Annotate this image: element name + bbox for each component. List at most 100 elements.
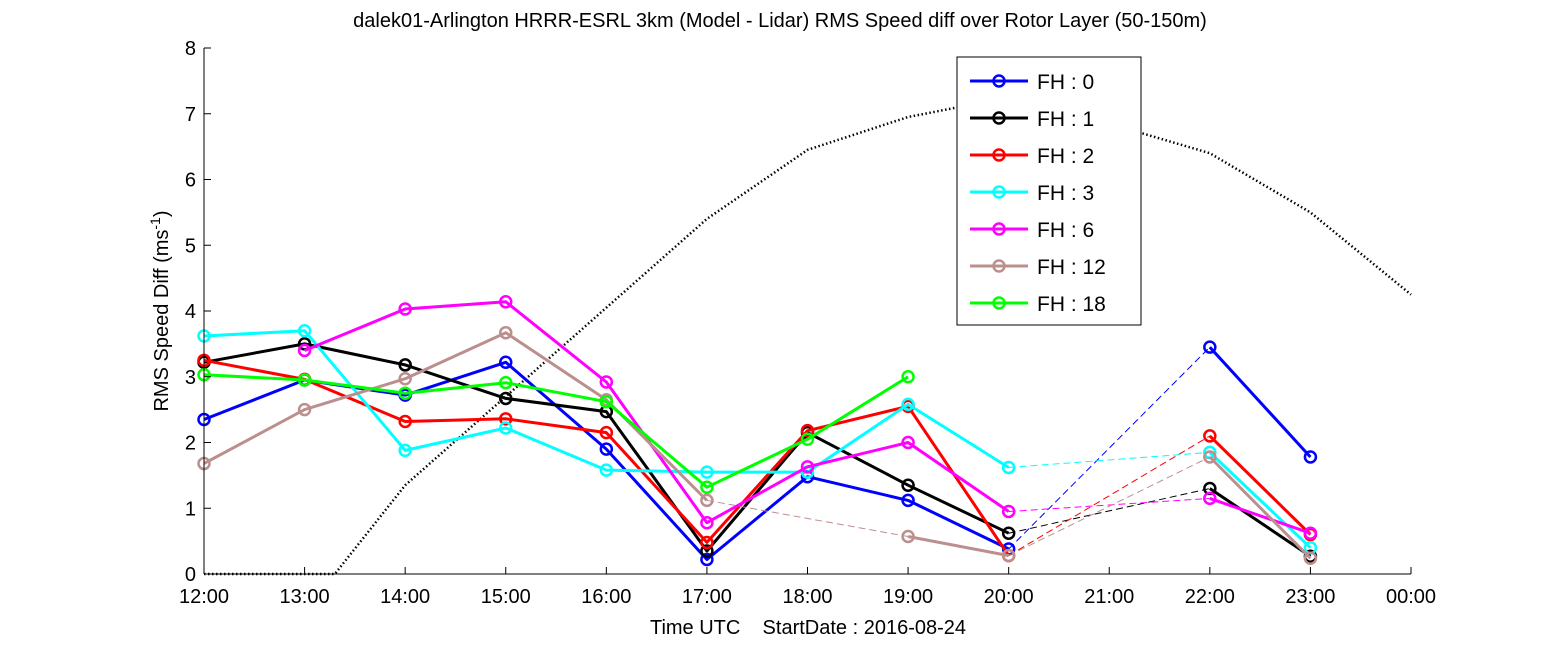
data-point-marker — [901, 529, 915, 544]
x-tick-label: 19:00 — [883, 586, 933, 608]
series-gap-dashed-line — [1008, 346, 1211, 550]
series-line — [1208, 487, 1312, 558]
axes-box — [204, 48, 1411, 574]
y-axis-label-sup: -1 — [147, 217, 163, 230]
data-point-marker — [398, 443, 412, 458]
x-ticks: 12:00 13:00 14:00 15:00 16:00 17:00 18:00 19:00… — [179, 567, 1436, 608]
data-point-marker — [1001, 526, 1016, 540]
data-point-marker — [1303, 526, 1318, 540]
data-point-marker — [499, 391, 513, 406]
legend-entry-fh-0: FH : 0 — [970, 71, 1094, 94]
data-point-marker — [1303, 551, 1318, 565]
legend-entry-fh-2: FH : 2 — [970, 145, 1094, 168]
data-point-marker — [800, 423, 815, 438]
series-line — [1208, 455, 1312, 560]
series-gap-dashed-line — [1008, 456, 1211, 557]
legend-entry-fh-3: FH : 3 — [970, 182, 1094, 205]
y-ticks: 0 1 2 3 4 5 6 7 8 — [185, 38, 211, 586]
series-line — [1208, 434, 1312, 536]
plot-area: 12:00 13:00 14:00 15:00 16:00 17:00 18:00 19:00… — [179, 38, 1436, 608]
data-point-marker — [297, 402, 312, 417]
legend-label: FH : 12 — [1037, 256, 1106, 279]
series-line — [203, 329, 1010, 474]
data-point-marker — [1303, 450, 1318, 464]
y-tick-label: 7 — [185, 104, 196, 126]
data-point-marker — [800, 460, 815, 474]
legend-label: FH : 0 — [1037, 71, 1094, 94]
series-gap-dashed-line — [706, 499, 909, 538]
data-point-marker — [599, 442, 614, 456]
data-point-marker — [398, 371, 412, 386]
x-tick-label: 17:00 — [682, 586, 732, 608]
x-tick-label: 22:00 — [1185, 586, 1235, 608]
x-tick-label: 12:00 — [179, 586, 229, 608]
legend-swatch-marker — [992, 222, 1006, 236]
x-tick-label: 21:00 — [1084, 586, 1134, 608]
chart-title: dalek01-Arlington HRRR-ESRL 3km (Model -… — [353, 10, 1207, 32]
legend-entry-fh-18: FH : 18 — [970, 293, 1106, 316]
legend-swatch-marker — [992, 259, 1006, 273]
legend-label: FH : 1 — [1037, 108, 1094, 131]
data-point-marker — [1203, 450, 1217, 464]
series-line — [203, 373, 909, 489]
data-point-marker — [1203, 340, 1217, 354]
series-fh-6 — [297, 295, 1318, 540]
legend-swatch-marker — [992, 185, 1006, 199]
data-point-marker — [499, 375, 513, 390]
series-layer — [197, 295, 1318, 567]
x-tick-label: 15:00 — [481, 586, 531, 608]
series-gap-dashed-line — [1008, 497, 1210, 513]
x-tick-label: 00:00 — [1386, 586, 1436, 608]
data-point-marker — [499, 421, 513, 435]
data-point-marker — [901, 397, 915, 412]
legend-label: FH : 2 — [1037, 145, 1094, 168]
series-fh-2 — [197, 353, 1318, 563]
y-tick-label: 5 — [185, 235, 196, 257]
series-line — [203, 342, 1010, 553]
y-tick-label: 1 — [185, 498, 196, 520]
x-tick-label: 13:00 — [280, 586, 330, 608]
data-point-marker — [599, 463, 614, 477]
data-point-marker — [1203, 491, 1217, 506]
x-tick-label: 16:00 — [581, 586, 631, 608]
data-point-marker — [599, 375, 614, 389]
legend: FH : 0 FH : 1 FH : 2 FH : 3 FH : 6 FH : 12 FH … — [956, 56, 1142, 326]
series-gap-dashed-line — [1008, 488, 1210, 534]
data-point-marker — [398, 358, 412, 372]
data-point-marker — [700, 480, 714, 494]
y-tick-label: 8 — [185, 38, 196, 60]
x-tick-label: 14:00 — [380, 586, 430, 608]
data-point-marker — [800, 432, 815, 446]
series-fh-3 — [197, 323, 1318, 555]
y-tick-label: 0 — [185, 564, 196, 586]
legend-swatch-marker — [992, 111, 1006, 125]
legend-label: FH : 3 — [1037, 182, 1094, 205]
y-tick-label: 6 — [185, 170, 196, 192]
legend-label: FH : 18 — [1037, 293, 1106, 316]
data-point-marker — [499, 355, 513, 370]
data-point-marker — [297, 373, 312, 387]
data-point-marker — [700, 535, 714, 550]
legend-label: FH : 6 — [1037, 219, 1094, 242]
data-point-marker — [901, 370, 915, 384]
data-point-marker — [700, 493, 714, 508]
x-axis-label: Time UTC StartDate : 2016-08-24 — [650, 617, 966, 639]
y-tick-label: 3 — [185, 367, 196, 389]
data-point-marker — [1001, 504, 1016, 519]
legend-entry-fh-12: FH : 12 — [970, 256, 1106, 279]
data-point-marker — [700, 515, 714, 530]
legend-swatch-marker — [992, 148, 1006, 162]
legend-swatch-marker — [992, 296, 1006, 310]
series-line — [1208, 451, 1312, 549]
y-axis-label-main: RMS Speed Diff (ms — [151, 230, 173, 412]
legend-entry-fh-6: FH : 6 — [970, 219, 1094, 242]
data-point-marker — [1001, 460, 1016, 475]
data-point-marker — [499, 295, 513, 309]
series-line — [907, 535, 1009, 558]
x-tick-label: 20:00 — [984, 586, 1034, 608]
data-point-marker — [599, 425, 614, 440]
x-tick-label: 23:00 — [1285, 586, 1335, 608]
series-gap-dashed-line — [1008, 435, 1211, 557]
data-point-marker — [1001, 548, 1016, 563]
